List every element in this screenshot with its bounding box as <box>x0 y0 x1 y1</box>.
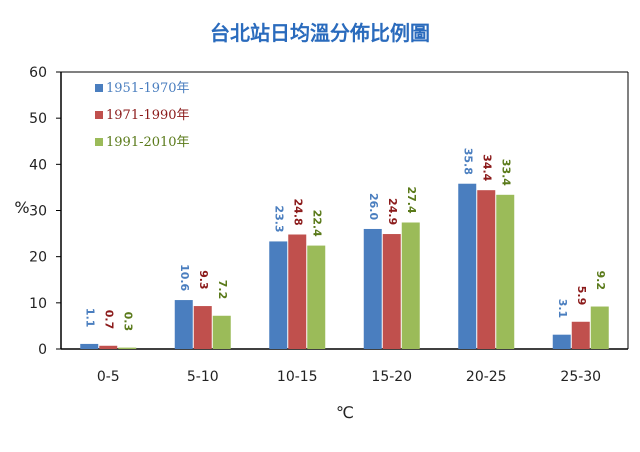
data-label: 9.2 <box>594 271 607 291</box>
legend-swatch-2 <box>95 111 103 119</box>
legend-entry-1: 1951-1970年 <box>106 81 190 96</box>
data-label: 1.1 <box>83 308 96 328</box>
legend-entry-3: 1991-2010年 <box>106 135 190 150</box>
y-tick-label: 20 <box>29 250 47 266</box>
legend-swatch-3 <box>95 138 103 146</box>
data-label: 7.2 <box>216 280 229 300</box>
y-tick-label: 0 <box>38 342 47 358</box>
plot-area: 0 10 20 30 40 50 60 0-5 1.1 0.7 0.3 5-10 10.6 9.3 7.2 1… <box>29 65 629 385</box>
bar-20-25-series-2 <box>477 190 496 349</box>
data-label: 24.8 <box>291 199 304 226</box>
bar-5-10-series-3 <box>212 315 231 349</box>
bar-15-20-series-1 <box>363 228 382 349</box>
bar-0-5-series-1 <box>80 343 99 349</box>
bar-5-10-series-2 <box>193 306 212 349</box>
data-label: 10.6 <box>178 264 191 291</box>
bar-10-15-series-3 <box>307 245 326 349</box>
bar-0-5-series-2 <box>99 345 118 349</box>
y-tick-label: 40 <box>29 157 47 173</box>
bar-5-10-series-1 <box>174 300 193 349</box>
x-tick-label: 25-30 <box>560 369 601 385</box>
data-label: 35.8 <box>461 148 474 175</box>
chart-title: 台北站日均溫分佈比例圖 <box>210 21 430 45</box>
data-label: 22.4 <box>310 210 323 237</box>
bar-20-25-series-1 <box>458 183 477 349</box>
data-label: 24.9 <box>386 198 399 225</box>
x-tick-label: 20-25 <box>466 369 507 385</box>
x-tick-label: 10-15 <box>277 369 318 385</box>
bar-20-25-series-3 <box>496 194 515 349</box>
x-tick-label: 0-5 <box>97 369 120 385</box>
bar-25-30-series-1 <box>552 334 571 349</box>
data-label: 34.4 <box>480 154 493 181</box>
bar-10-15-series-2 <box>288 234 307 349</box>
x-tick-label: 15-20 <box>371 369 412 385</box>
y-tick-label: 10 <box>29 296 47 312</box>
data-label: 9.3 <box>197 270 210 290</box>
data-label: 26.0 <box>367 193 380 220</box>
data-label: 33.4 <box>499 159 512 186</box>
y-tick-label: 50 <box>29 111 47 127</box>
legend-entry-2: 1971-1990年 <box>106 108 190 123</box>
data-label: 0.7 <box>102 310 115 330</box>
data-label: 5.9 <box>575 286 588 306</box>
data-label: 23.3 <box>272 205 285 232</box>
y-tick-label: 30 <box>29 204 47 220</box>
data-label: 0.3 <box>121 312 134 332</box>
bar-0-5-series-3 <box>118 347 137 349</box>
y-tick-label: 60 <box>29 65 47 81</box>
data-label: 27.4 <box>405 187 418 214</box>
legend-swatch-1 <box>95 84 103 92</box>
bar-25-30-series-2 <box>571 321 590 349</box>
x-tick-label: 5-10 <box>187 369 219 385</box>
data-label: 3.1 <box>556 299 569 319</box>
x-axis-label: ℃ <box>336 403 354 422</box>
bar-15-20-series-2 <box>382 234 401 349</box>
bar-15-20-series-3 <box>401 222 420 349</box>
bar-10-15-series-1 <box>269 241 288 349</box>
bar-25-30-series-3 <box>590 306 609 349</box>
y-axis-label: % <box>14 198 29 217</box>
